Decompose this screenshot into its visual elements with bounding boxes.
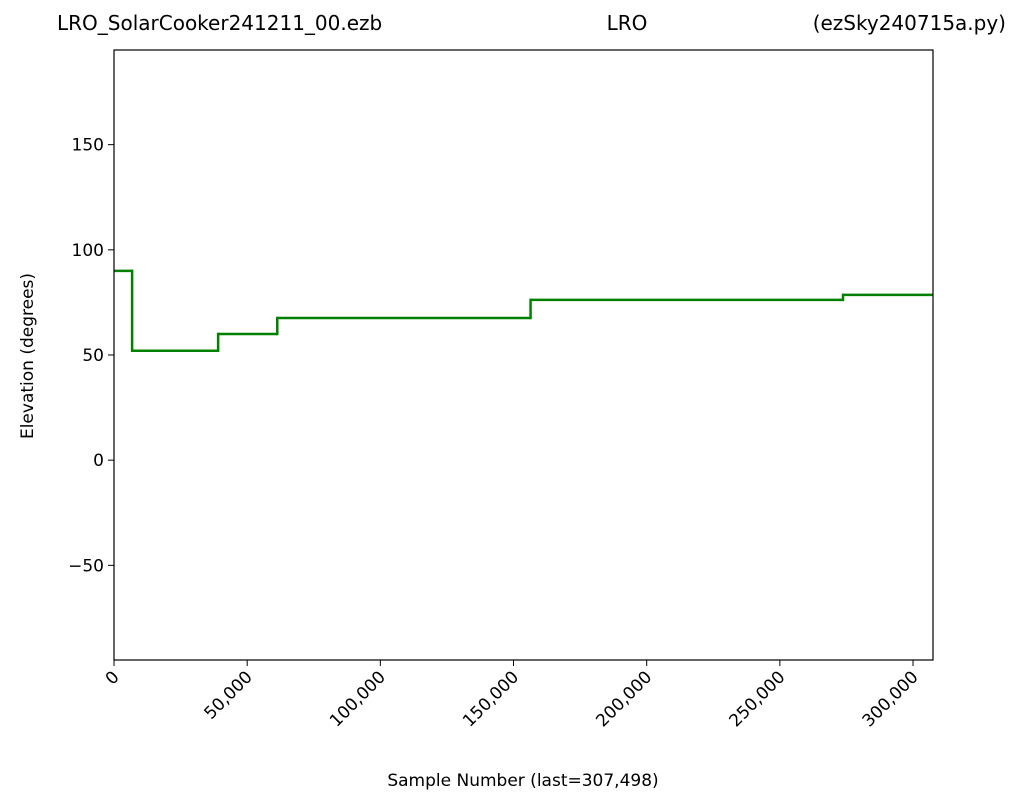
x-axis-label: Sample Number (last=307,498) [387,771,658,791]
x-tick-label: 300,000 [859,667,923,731]
y-tick-label: 0 [93,451,104,471]
y-axis-label: Elevation (degrees) [18,273,38,439]
plot-frame [113,49,934,661]
x-tick-label: 250,000 [726,667,790,731]
x-tick-label: 100,000 [326,667,390,731]
chart-title: LRO [607,11,648,35]
y-tick-label: 50 [82,346,104,366]
x-tick-label: 150,000 [459,667,523,731]
title-left: LRO_SolarCooker241211_00.ezb [57,11,382,35]
x-tick-label: 0 [102,667,124,689]
y-tick-label: −50 [68,556,104,576]
y-tick-label: 150 [72,136,104,156]
title-right: (ezSky240715a.py) [813,11,1006,35]
y-tick-label: 100 [72,241,104,261]
x-tick-label: 50,000 [201,667,257,723]
x-tick-label: 200,000 [592,667,656,731]
